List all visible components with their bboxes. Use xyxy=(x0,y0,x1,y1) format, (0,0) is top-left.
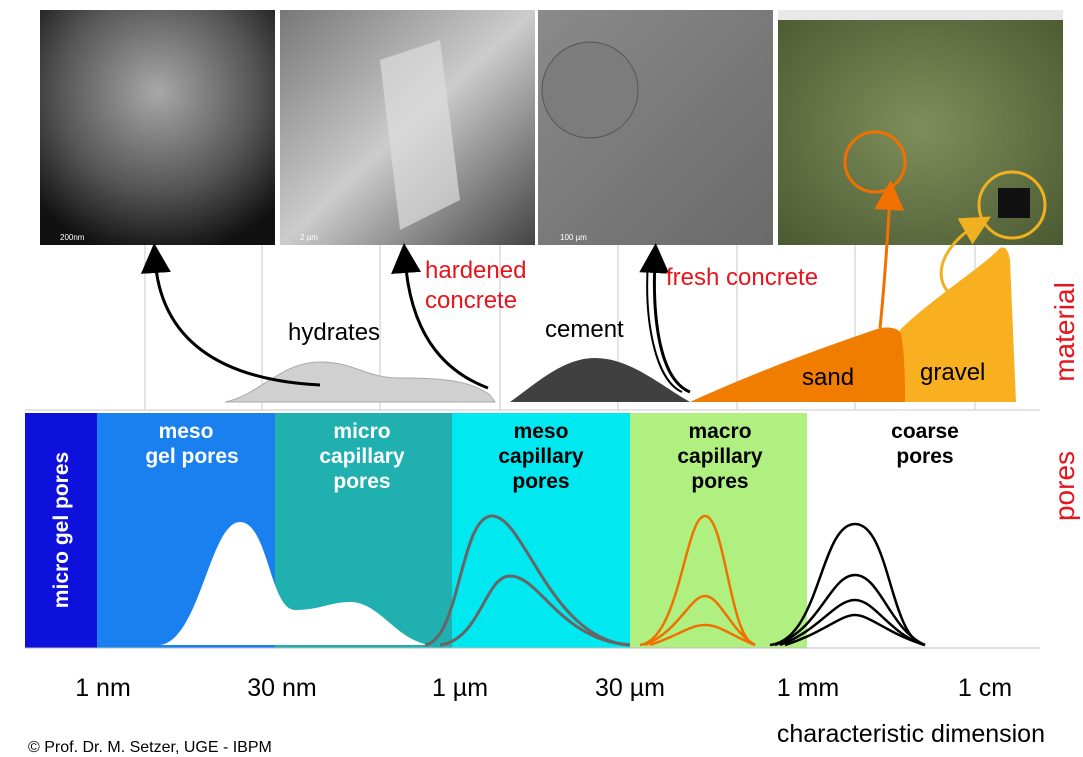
arrow xyxy=(140,243,321,387)
pores-axis-label: pores xyxy=(1049,451,1080,521)
axis-tick-label: 30 nm xyxy=(247,674,316,702)
distribution-curve xyxy=(160,522,430,645)
material-axis-label: material xyxy=(1049,282,1080,382)
hardened-concrete-label: hardened concrete xyxy=(425,257,526,314)
scale-label: 2 µm xyxy=(300,233,318,242)
axis-tick-label: 1 mm xyxy=(777,674,840,702)
shape xyxy=(639,514,756,647)
component-label: cement xyxy=(545,316,624,343)
arrow xyxy=(646,261,683,393)
arrow xyxy=(939,216,992,293)
photo-hydrates xyxy=(40,10,275,245)
shape xyxy=(774,573,926,647)
pore-class-label: meso capillary pores xyxy=(498,420,584,493)
distribution-curves xyxy=(424,514,631,647)
text-line: gel pores xyxy=(145,445,238,468)
text-line: pores xyxy=(512,470,569,493)
shape xyxy=(644,594,756,647)
shape xyxy=(649,623,756,647)
sand-shape xyxy=(690,327,905,402)
axis-tick-label: 1 cm xyxy=(958,674,1012,702)
photo-detail xyxy=(998,188,1030,218)
shape xyxy=(424,514,631,647)
pore-class-label: micro capillary pores xyxy=(319,420,405,493)
shape xyxy=(439,574,631,647)
component-label: gravel xyxy=(920,359,985,386)
text-line: meso xyxy=(159,420,214,443)
text-line: concrete xyxy=(425,287,517,314)
text-line: meso xyxy=(514,420,569,443)
scale-label: 200nm xyxy=(60,233,85,242)
shape xyxy=(769,522,926,647)
text-line: micro xyxy=(333,420,390,443)
arrow xyxy=(874,180,905,329)
photo-detail xyxy=(380,40,460,230)
scale-label: 100 µm xyxy=(560,233,587,242)
pore-class-label: macro capillary pores xyxy=(677,420,763,493)
text-line: macro xyxy=(688,420,751,443)
axis-title: characteristic dimension xyxy=(777,720,1045,748)
pore-class-label: coarse pores xyxy=(891,420,959,468)
text-line: capillary xyxy=(498,445,584,468)
highlight-circle xyxy=(977,170,1047,240)
text-line: capillary xyxy=(677,445,763,468)
axis-tick-label: 30 µm xyxy=(595,674,665,702)
text-line: capillary xyxy=(319,445,405,468)
gravel-shape xyxy=(900,247,1016,402)
text-line: hardened xyxy=(425,257,526,284)
arrow xyxy=(391,243,489,390)
band xyxy=(25,413,97,648)
cement-shape xyxy=(510,358,690,402)
distribution-curves xyxy=(639,514,756,647)
pore-class-label: meso gel pores xyxy=(145,420,238,468)
pore-class-label: micro gel pores xyxy=(50,452,73,608)
fresh-concrete-label: fresh concrete xyxy=(666,264,818,291)
text-line: pores xyxy=(896,445,953,468)
component-label: sand xyxy=(802,364,854,391)
band xyxy=(630,413,807,648)
text-line: pores xyxy=(691,470,748,493)
photos: 200nm 2 µm 100 µm xyxy=(40,10,1063,245)
ruler xyxy=(778,10,1063,20)
component-label: hydrates xyxy=(288,319,380,346)
axis-tick-label: 1 µm xyxy=(432,674,488,702)
footer: © Prof. Dr. M. Setzer, UGE - IBPM xyxy=(28,739,272,756)
shape xyxy=(784,613,926,647)
shape xyxy=(779,598,926,647)
text-line: coarse xyxy=(891,420,959,443)
photo-detail xyxy=(541,41,639,139)
text-line: pores xyxy=(333,470,390,493)
distribution-curves xyxy=(769,522,926,647)
arrow xyxy=(639,243,691,394)
axis-tick-label: 1 nm xyxy=(75,674,131,702)
